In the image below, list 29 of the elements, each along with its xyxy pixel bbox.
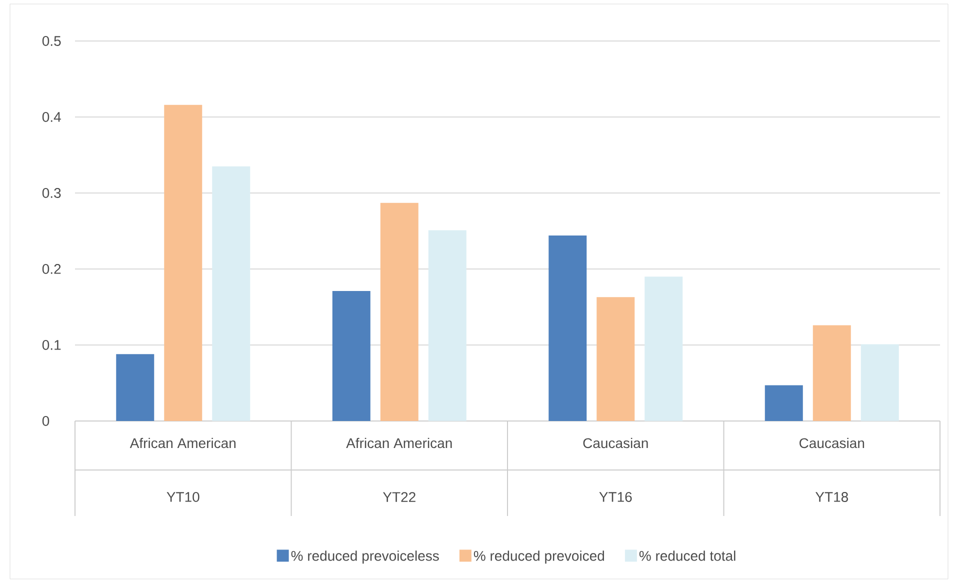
y-tick-label: 0.3 (42, 188, 61, 198)
bar (860, 344, 899, 421)
legend-label: % reduced total (639, 550, 736, 561)
text: YT16 (599, 492, 632, 502)
legend-label: % reduced prevoiceless (291, 550, 439, 564)
legend-label: % reduced prevoiced (474, 550, 604, 564)
x-tick-label: Caucasian (800, 438, 864, 448)
bar (212, 166, 250, 421)
bar (380, 202, 418, 421)
bar (116, 354, 154, 421)
y-tick-label: 0.2 (42, 264, 61, 274)
y-tick-label: 0.5 (42, 36, 61, 46)
y-tick-label: 0.4 (42, 112, 61, 122)
y-tick-label: 0 (42, 416, 50, 426)
bar (548, 236, 587, 421)
bar (596, 297, 635, 421)
bar (428, 230, 466, 421)
text: YT22 (382, 492, 416, 502)
bar (764, 385, 803, 421)
text: YT10 (166, 492, 200, 502)
text: YT18 (815, 492, 848, 502)
y-tick-label: 0.1 (42, 340, 61, 350)
x-tick-label: African American (130, 438, 236, 448)
x-tick-label: Caucasian (583, 438, 648, 448)
bar (812, 325, 851, 421)
bar (164, 104, 202, 421)
bar (644, 276, 683, 421)
x-tick-label: African American (346, 438, 452, 448)
bar (332, 291, 370, 421)
